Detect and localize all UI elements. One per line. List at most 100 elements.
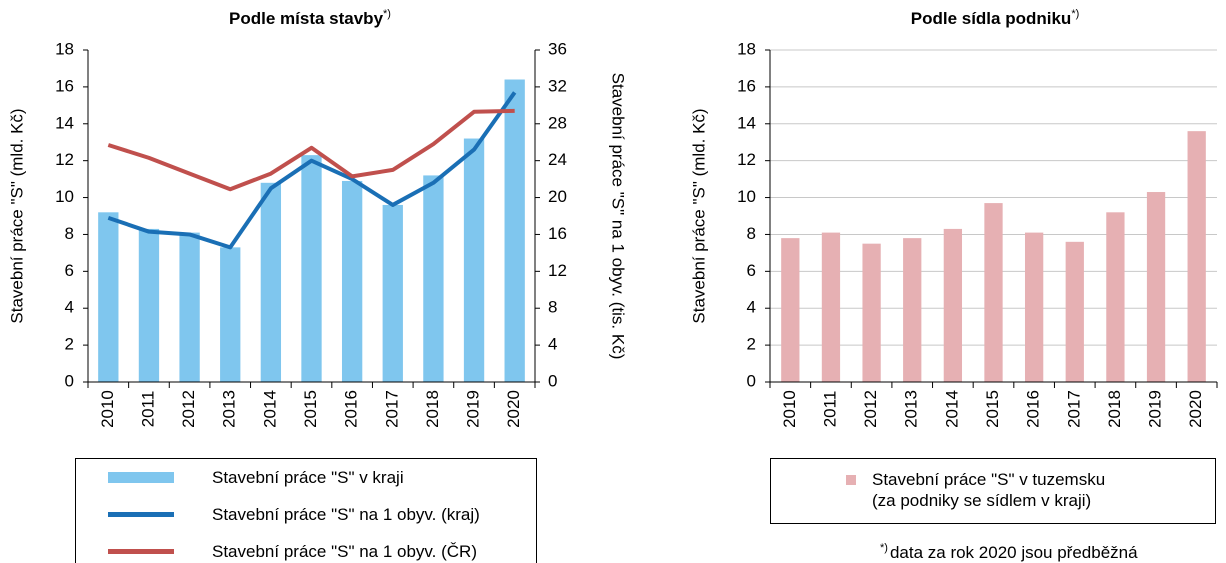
y-tick-label: 4 xyxy=(747,298,756,317)
y-tick-label: 2 xyxy=(747,335,756,354)
x-tick-label: 2018 xyxy=(423,390,442,428)
y2-tick-label: 36 xyxy=(548,39,567,58)
y2-tick-label: 4 xyxy=(548,335,557,354)
bar xyxy=(903,238,922,382)
y-tick-label: 4 xyxy=(65,298,74,317)
x-tick-label: 2015 xyxy=(983,390,1002,428)
y-tick-label: 0 xyxy=(747,371,756,390)
bar xyxy=(1187,131,1206,382)
x-tick-label: 2015 xyxy=(301,390,320,428)
bar xyxy=(98,212,119,382)
y-tick-label: 18 xyxy=(737,39,756,58)
bar xyxy=(220,247,241,382)
x-tick-label: 2011 xyxy=(138,391,157,428)
y2-tick-label: 12 xyxy=(548,261,567,280)
x-tick-label: 2019 xyxy=(464,390,483,428)
legend-swatch xyxy=(108,512,174,517)
legend-label: Stavební práce "S" v tuzemsku (za podnik… xyxy=(872,470,1106,510)
footnote-text: data za rok 2020 jsou předběžná xyxy=(889,542,1138,562)
bar xyxy=(341,180,363,382)
x-tick-label: 2020 xyxy=(504,390,523,428)
line xyxy=(107,91,517,250)
legend-label: Stavební práce "S" na 1 obyv. (ČR) xyxy=(212,542,477,561)
title-text: Podle místa stavby xyxy=(229,9,384,28)
legend: Stavební práce "S" v tuzemsku (za podnik… xyxy=(770,458,1216,524)
line xyxy=(107,108,515,192)
y2-tick-label: 8 xyxy=(548,298,557,317)
bar xyxy=(260,182,282,382)
bar xyxy=(943,228,963,382)
y-tick-label: 12 xyxy=(55,150,74,169)
x-tick-label: 2014 xyxy=(942,390,961,428)
x-tick-label: 2010 xyxy=(98,390,117,428)
y-tick-label: 12 xyxy=(737,150,756,169)
bar xyxy=(862,243,881,382)
bar xyxy=(423,175,444,382)
bar xyxy=(1106,212,1125,382)
y2-axis-label: Stavební práce "S" na 1 obyv. (tis. Kč) xyxy=(609,73,628,360)
legend: Stavební práce "S" v kraji Stavební práce… xyxy=(75,458,537,563)
y-tick-label: 18 xyxy=(55,39,74,58)
y2-tick-label: 24 xyxy=(548,150,567,169)
x-tick-label: 2012 xyxy=(861,390,880,428)
x-tick-label: 2018 xyxy=(1105,390,1124,428)
x-tick-label: 2012 xyxy=(179,390,198,428)
legend-item: Stavební práce "S" v tuzemsku (za podnik… xyxy=(846,469,1105,511)
title-text: Podle sídla podniku xyxy=(911,9,1072,28)
footnote: *) data za rok 2020 jsou předběžná xyxy=(880,542,1138,563)
y2-tick-label: 28 xyxy=(548,113,567,132)
x-tick-label: 2013 xyxy=(902,390,921,428)
bar xyxy=(984,203,1003,382)
bar xyxy=(781,238,800,382)
y-tick-label: 14 xyxy=(737,113,756,132)
y-tick-label: 6 xyxy=(747,261,756,280)
legend-label: Stavební práce "S" v kraji xyxy=(212,468,404,487)
x-tick-label: 2010 xyxy=(780,390,799,428)
y-tick-label: 2 xyxy=(65,335,74,354)
chart-title: Podle místa stavby*) xyxy=(229,8,391,29)
y2-tick-label: 20 xyxy=(548,187,567,206)
legend-item: Stavební práce "S" v kraji xyxy=(108,467,404,488)
x-tick-label: 2016 xyxy=(342,390,361,428)
y-tick-label: 10 xyxy=(55,187,74,206)
bar xyxy=(1146,192,1166,382)
x-tick-label: 2017 xyxy=(1064,390,1083,428)
y-tick-label: 14 xyxy=(55,113,74,132)
x-tick-label: 2019 xyxy=(1146,390,1165,428)
title-note: *) xyxy=(1071,8,1079,20)
y-axis-label: Stavební práce "S" (mld. Kč) xyxy=(689,108,708,323)
bar xyxy=(179,232,200,382)
y-tick-label: 0 xyxy=(65,371,74,390)
y-tick-label: 8 xyxy=(65,224,74,243)
x-tick-label: 2016 xyxy=(1024,390,1043,428)
y-axis-label: Stavební práce "S" (mld. Kč) xyxy=(7,108,26,323)
legend-label: Stavební práce "S" na 1 obyv. (kraj) xyxy=(212,505,480,524)
x-tick-label: 2017 xyxy=(382,390,401,428)
bar xyxy=(1065,241,1084,382)
bar xyxy=(504,79,525,382)
y2-tick-label: 16 xyxy=(548,224,567,243)
y2-tick-label: 32 xyxy=(548,76,567,95)
legend-swatch xyxy=(846,475,856,485)
x-tick-label: 2013 xyxy=(220,390,239,428)
legend-swatch xyxy=(108,472,174,483)
x-tick-label: 2020 xyxy=(1186,390,1205,428)
x-tick-label: 2011 xyxy=(820,391,839,428)
bar xyxy=(463,138,485,382)
y-tick-label: 8 xyxy=(747,224,756,243)
chart-title: Podle sídla podniku*) xyxy=(911,8,1080,29)
bar xyxy=(382,204,403,382)
title-note: *) xyxy=(383,8,391,20)
y-tick-label: 6 xyxy=(65,261,74,280)
footnote-mark: *) xyxy=(880,542,888,554)
y-tick-label: 10 xyxy=(737,187,756,206)
y-tick-label: 16 xyxy=(55,76,74,95)
y-tick-label: 16 xyxy=(737,76,756,95)
y2-tick-label: 0 xyxy=(548,371,557,390)
legend-item: Stavební práce "S" na 1 obyv. (kraj) xyxy=(108,504,480,525)
bar xyxy=(138,228,160,382)
bar xyxy=(1024,232,1044,382)
bar xyxy=(301,155,322,382)
